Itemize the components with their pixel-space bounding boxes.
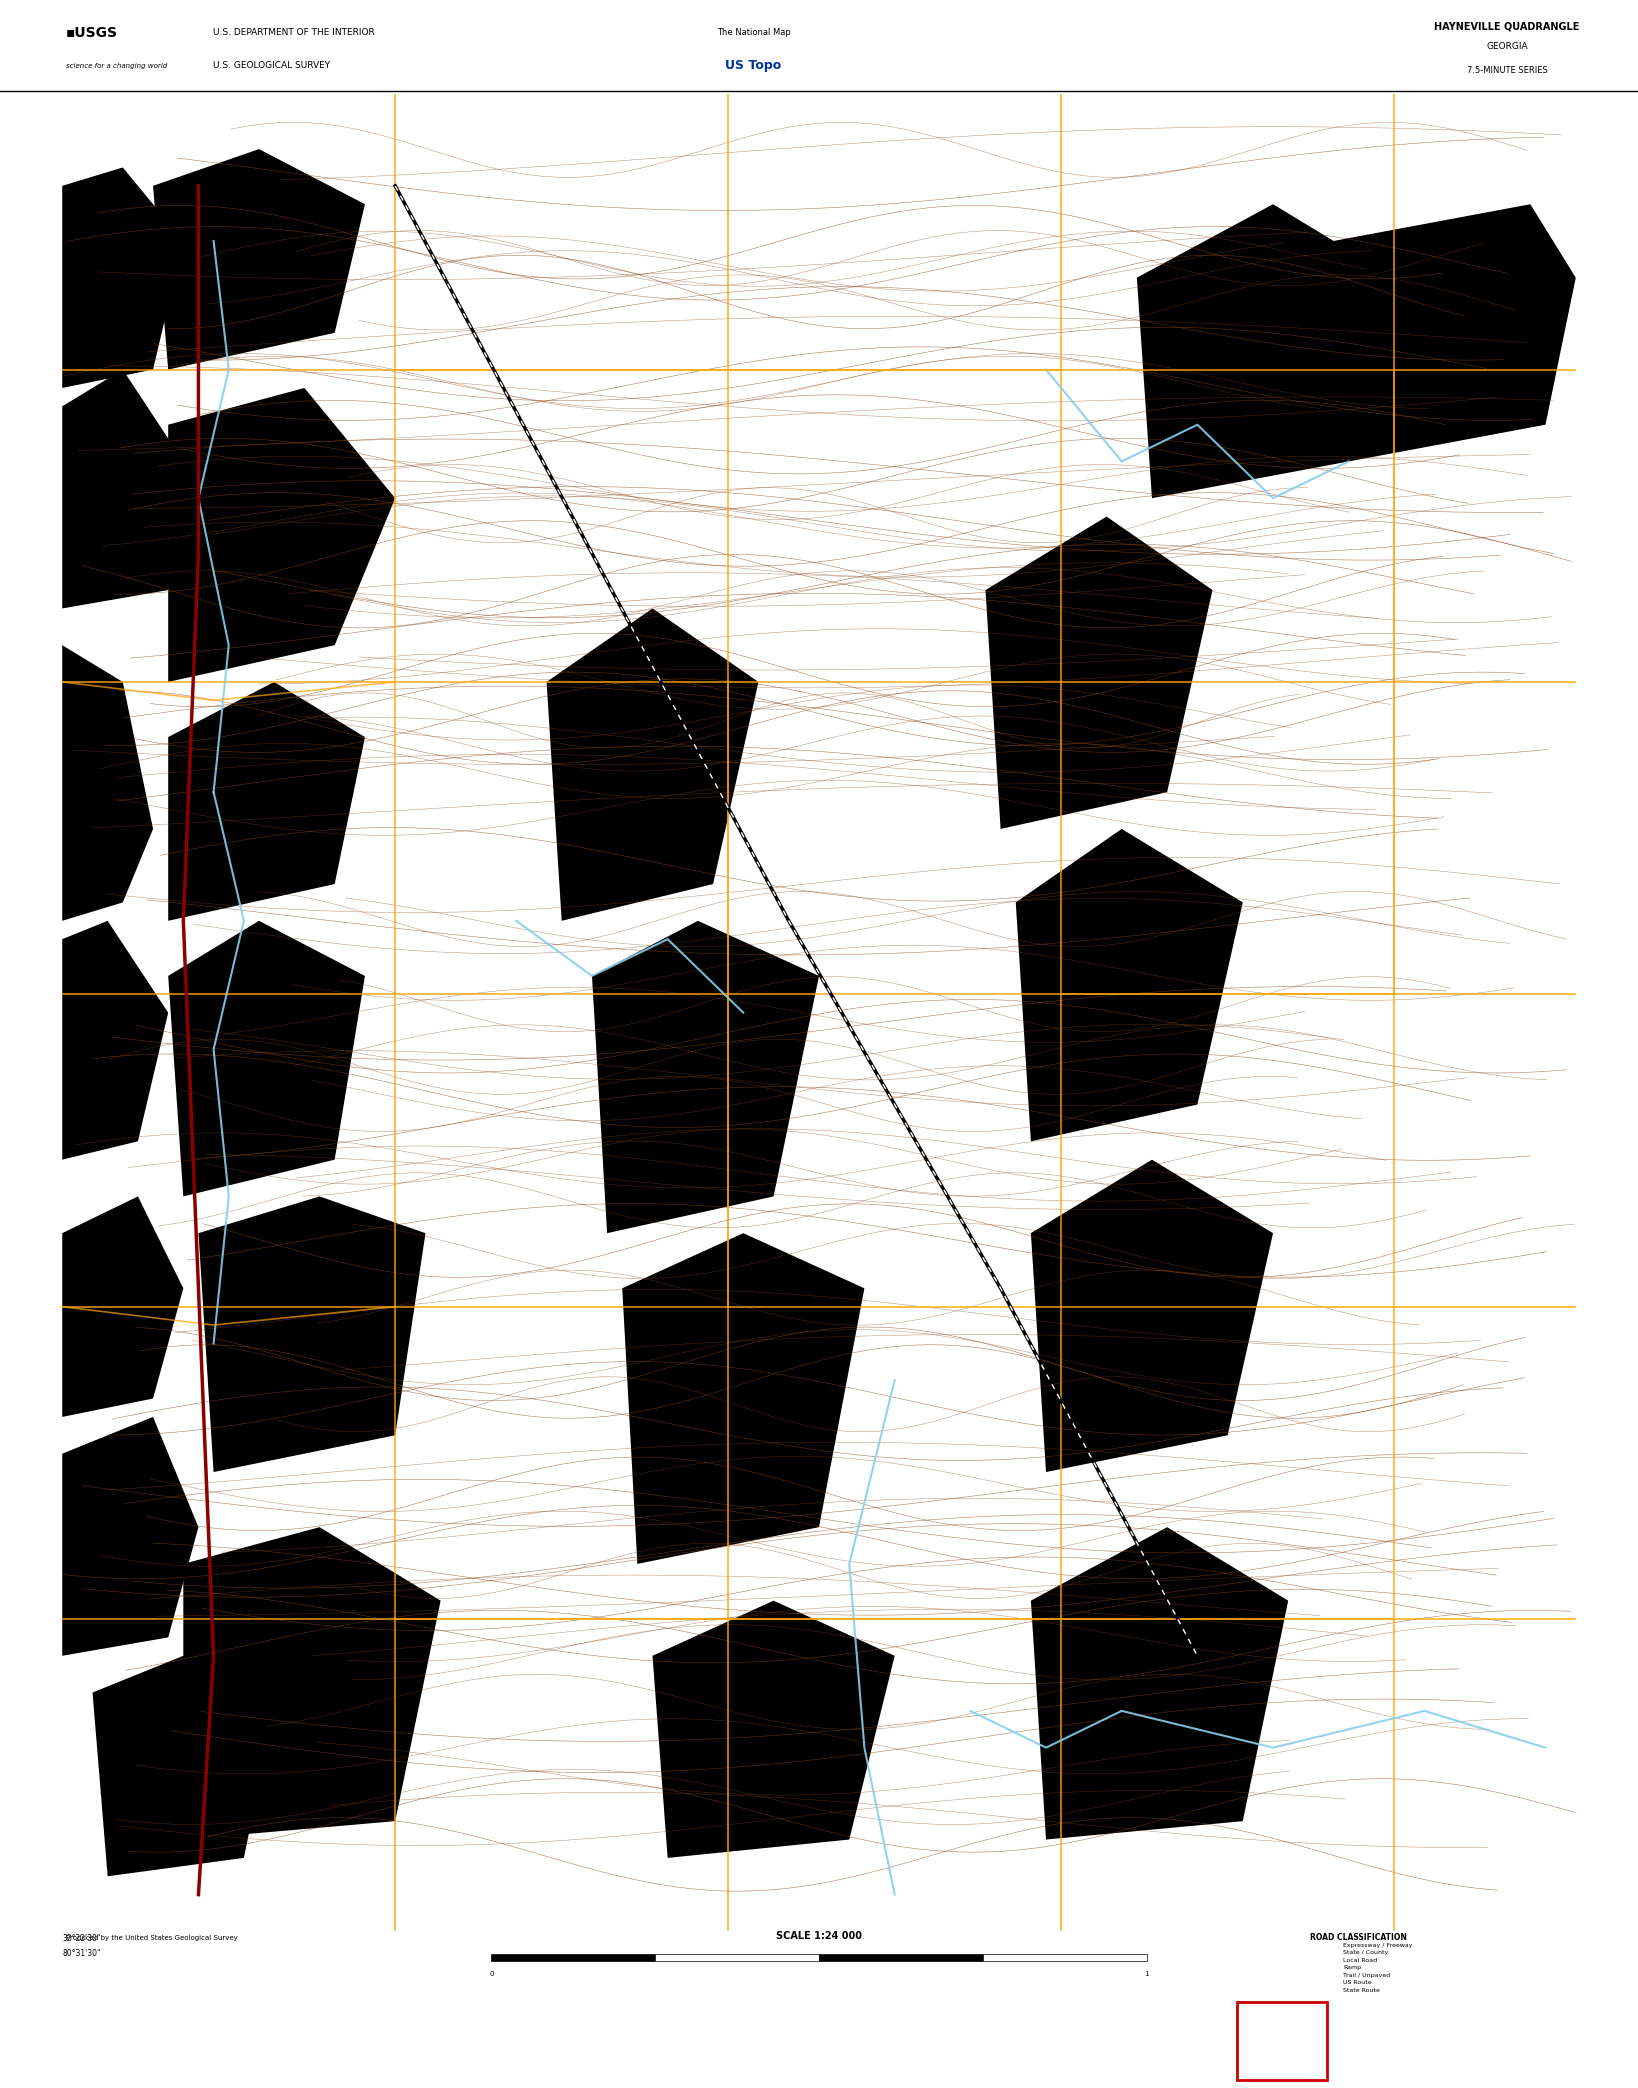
Bar [491, 1954, 655, 1961]
Text: ROAD CLASSIFICATION: ROAD CLASSIFICATION [1310, 1933, 1407, 1942]
Text: HAYNEVILLE, GA 2014: HAYNEVILLE, GA 2014 [765, 2036, 873, 2046]
Text: Trail / Unpaved: Trail / Unpaved [1343, 1973, 1391, 1977]
Polygon shape [198, 1196, 426, 1472]
Polygon shape [1030, 1159, 1273, 1472]
Text: Local Road: Local Road [1343, 1959, 1378, 1963]
Text: State Route: State Route [1343, 1988, 1381, 1992]
Bar [819, 1954, 983, 1961]
Polygon shape [986, 516, 1212, 829]
Polygon shape [1333, 205, 1576, 461]
Text: State / County: State / County [1343, 1950, 1389, 1954]
Polygon shape [1016, 829, 1243, 1142]
Text: Ramp: Ramp [1343, 1965, 1361, 1971]
Polygon shape [62, 370, 183, 608]
Text: US Route: US Route [1343, 1979, 1371, 1986]
Text: 1: 1 [1145, 1971, 1148, 1977]
Polygon shape [92, 1656, 274, 1877]
Text: 0: 0 [490, 1971, 493, 1977]
Text: GEORGIA: GEORGIA [1486, 42, 1528, 52]
Text: The National Map: The National Map [716, 29, 791, 38]
Polygon shape [62, 645, 152, 921]
Text: US Topo: US Topo [726, 58, 781, 73]
Polygon shape [591, 921, 819, 1234]
Polygon shape [152, 148, 365, 370]
Polygon shape [622, 1234, 865, 1564]
Bar [655, 1954, 819, 1961]
Polygon shape [652, 1601, 894, 1858]
Text: U.S. DEPARTMENT OF THE INTERIOR: U.S. DEPARTMENT OF THE INTERIOR [213, 29, 375, 38]
Bar [1237, 2002, 1327, 2080]
Polygon shape [183, 1526, 441, 1840]
Text: Produced by the United States Geological Survey: Produced by the United States Geological… [66, 1933, 238, 1940]
Text: ▪USGS: ▪USGS [66, 25, 118, 40]
Polygon shape [1030, 1526, 1287, 1840]
Polygon shape [62, 167, 183, 388]
Bar [983, 1954, 1147, 1961]
Polygon shape [169, 921, 365, 1196]
Text: 32°22'30": 32°22'30" [62, 1933, 100, 1944]
Text: science for a changing world: science for a changing world [66, 63, 167, 69]
Text: 80°31'30": 80°31'30" [62, 1948, 102, 1959]
Text: HAYNEVILLE QUADRANGLE: HAYNEVILLE QUADRANGLE [1435, 21, 1579, 31]
Polygon shape [547, 608, 758, 921]
Text: SCALE 1:24 000: SCALE 1:24 000 [776, 1931, 862, 1942]
Text: 7.5-MINUTE SERIES: 7.5-MINUTE SERIES [1466, 67, 1548, 75]
Polygon shape [62, 921, 169, 1159]
Polygon shape [1137, 205, 1394, 499]
Polygon shape [169, 683, 365, 921]
Text: Expressway / Freeway: Expressway / Freeway [1343, 1942, 1412, 1948]
Polygon shape [169, 388, 395, 683]
Text: U.S. GEOLOGICAL SURVEY: U.S. GEOLOGICAL SURVEY [213, 61, 331, 71]
Polygon shape [62, 1418, 198, 1656]
Polygon shape [62, 1196, 183, 1418]
